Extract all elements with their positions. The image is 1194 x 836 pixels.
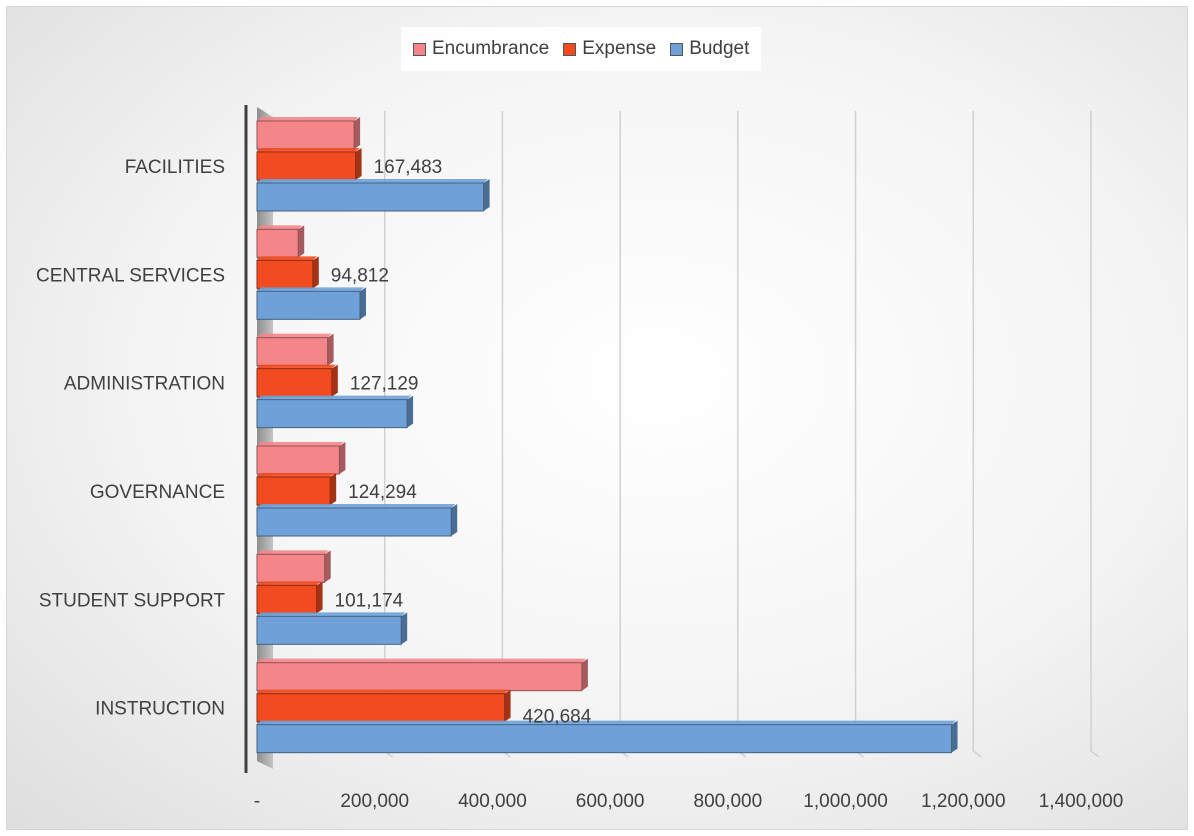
bar-budget xyxy=(256,720,958,754)
bar-budget xyxy=(256,504,458,537)
category-label: FACILITIES xyxy=(125,157,225,178)
legend-item-encumbrance: Encumbrance xyxy=(413,38,549,60)
bar-chart: - 200,000 400,000 600,000 800,000 1,000,000 1,… xyxy=(36,105,1123,812)
bar-expense xyxy=(256,581,323,614)
legend-swatch-expense xyxy=(563,42,577,56)
x-tick-label: 1,000,000 xyxy=(803,791,888,812)
legend-label-expense: Expense xyxy=(582,38,657,59)
category-label: STUDENT SUPPORT xyxy=(39,590,226,611)
bar-encumbrance xyxy=(256,442,346,475)
x-tick-label: 400,000 xyxy=(458,791,527,812)
gridline-foot xyxy=(1090,750,1100,758)
bar-expense xyxy=(256,148,362,181)
bar-encumbrance xyxy=(256,550,331,583)
labels-layer: - 200,000 400,000 600,000 800,000 1,000,000 1,… xyxy=(36,157,1123,812)
category-label: ADMINISTRATION xyxy=(64,374,225,395)
legend-item-budget: Budget xyxy=(670,38,749,60)
legend-label-encumbrance: Encumbrance xyxy=(432,38,550,59)
legend: Encumbrance Expense Budget xyxy=(401,27,762,71)
data-label: 101,174 xyxy=(335,590,404,611)
gridline-foot xyxy=(972,750,982,758)
bar-budget xyxy=(256,612,408,645)
chart-frame: - 200,000 400,000 600,000 800,000 1,000,000 1,… xyxy=(6,6,1188,830)
legend-label-budget: Budget xyxy=(689,38,750,59)
data-label: 124,294 xyxy=(348,482,417,503)
data-label: 127,129 xyxy=(350,374,419,395)
bar-encumbrance xyxy=(256,117,361,150)
x-tick-label: 800,000 xyxy=(694,791,763,812)
x-tick-label: 1,400,000 xyxy=(1039,791,1124,812)
bar-expense xyxy=(256,473,337,506)
x-tick-label: - xyxy=(254,791,260,812)
data-label: 420,684 xyxy=(523,707,592,728)
x-tick-label: 200,000 xyxy=(340,791,409,812)
grid-layer xyxy=(383,111,1100,758)
category-label: CENTRAL SERVICES xyxy=(36,265,225,286)
bar-budget xyxy=(256,179,490,212)
category-label: INSTRUCTION xyxy=(95,699,225,720)
x-tick-label: 1,200,000 xyxy=(921,791,1006,812)
bar-expense xyxy=(256,364,338,398)
bar-encumbrance xyxy=(256,225,305,258)
data-label: 94,812 xyxy=(331,265,389,286)
bar-encumbrance xyxy=(256,658,588,692)
legend-swatch-encumbrance xyxy=(413,42,426,56)
bar-encumbrance xyxy=(256,333,334,367)
bar-budget xyxy=(256,287,366,320)
x-tick-label: 600,000 xyxy=(576,791,645,812)
legend-item-expense: Expense xyxy=(563,38,656,60)
bar-expense xyxy=(256,689,511,723)
legend-swatch-budget xyxy=(670,42,684,56)
category-label: GOVERNANCE xyxy=(90,482,225,503)
bar-expense xyxy=(256,256,319,289)
data-label: 167,483 xyxy=(374,157,443,178)
bar-budget xyxy=(256,395,414,429)
bars-layer xyxy=(256,117,958,754)
